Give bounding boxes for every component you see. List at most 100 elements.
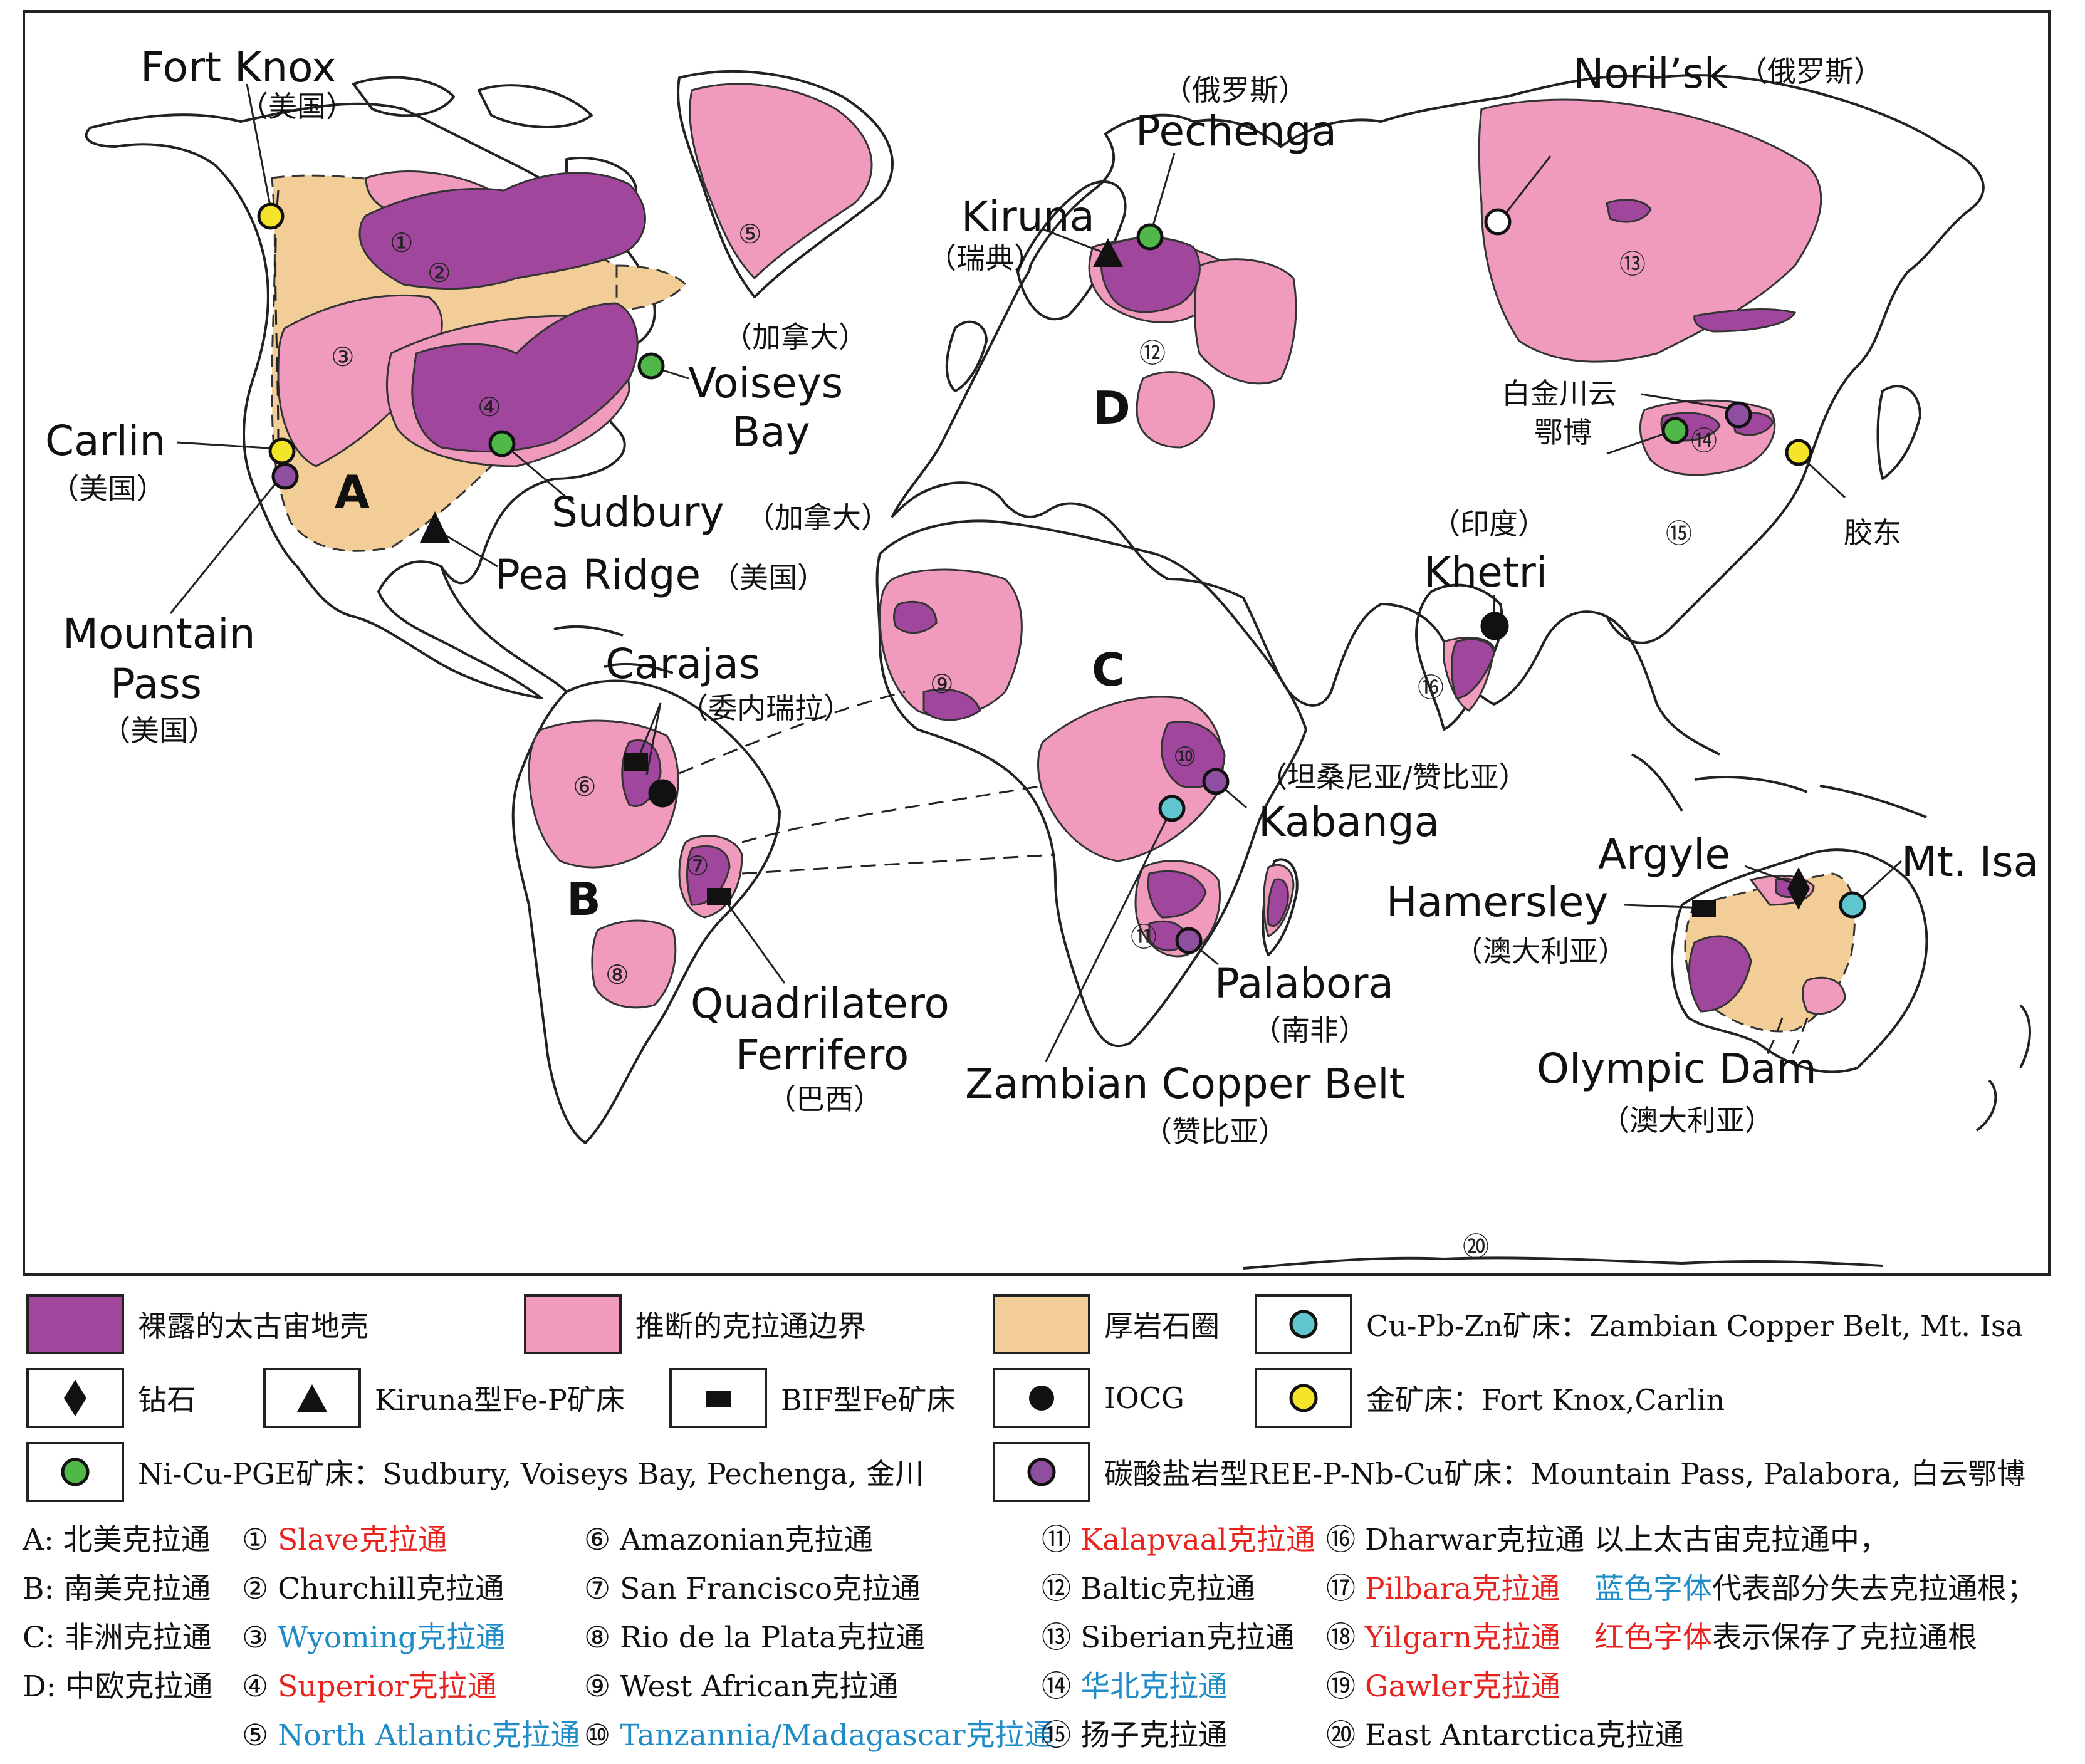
marker-voiseys-nicupge [637, 352, 665, 380]
archean-churchill [358, 172, 646, 290]
leader-hamersley [1624, 904, 1705, 909]
craton-group-d: D: 中欧克拉通 [23, 1669, 213, 1704]
label-khetri-country: （印度） [1431, 507, 1547, 541]
craton-num-7: ⑦ [686, 850, 709, 881]
note-line-3: 红色字体表示保存了克拉通根 [1594, 1620, 1977, 1655]
marker-argyle-diamond [1787, 867, 1810, 910]
legend-ni-cu-pge-label: Ni-Cu-PGE矿床：Sudbury, Voiseys Bay, Pechen… [138, 1457, 924, 1491]
legend-archean-swatch [26, 1294, 124, 1354]
label-pechenga: Pechenga [1136, 107, 1337, 155]
craton-13: ⑬ Siberian克拉通 [1042, 1620, 1295, 1655]
craton-15: ⑮ 扬子克拉通 [1042, 1718, 1228, 1753]
marker-carajas-bif [624, 753, 648, 771]
legend-bif-swatch [669, 1368, 767, 1428]
marker-carlin-gold [268, 437, 296, 465]
label-quadrilatero-country: （巴西） [767, 1082, 882, 1116]
legend-inferred-swatch [524, 1294, 622, 1354]
label-pea-ridge: Pea Ridge [495, 551, 701, 599]
legend-lithosphere-label: 厚岩石圈 [1104, 1309, 1220, 1343]
label-voiseys-country: （加拿大） [723, 320, 867, 354]
label-kabanga: Kabanga [1258, 798, 1440, 846]
legend: 裸露的太古宙地壳 推断的克拉通边界 厚岩石圈 Cu-Pb-Zn矿床：Zambia… [23, 1281, 2066, 1532]
craton-6: ⑥ Amazonian克拉通 [584, 1523, 874, 1557]
label-fort-knox-country: （美国） [239, 90, 355, 123]
legend-carbonatite-swatch [993, 1442, 1090, 1502]
label-pea-ridge-country: （美国） [711, 561, 826, 595]
marker-fort-knox-gold [257, 202, 285, 230]
label-voiseys-2: Bay [732, 408, 810, 456]
craton-num-12: ⑫ [1139, 338, 1166, 368]
craton-12: ⑫ Baltic克拉通 [1042, 1572, 1255, 1606]
legend-inferred-label: 推断的克拉通边界 [635, 1309, 866, 1343]
label-palabora-country: （南非） [1252, 1013, 1367, 1047]
legend-carbonatite: 碳酸盐岩型REE-P-Nb-Cu矿床：Mountain Pass, Palabo… [993, 1441, 2025, 1503]
label-hamersley: Hamersley [1386, 878, 1609, 926]
label-quadrilatero-1: Quadrilatero [691, 979, 949, 1028]
marker-jinchuan-nicupge [1661, 417, 1689, 444]
craton-inferred-siberia [1478, 98, 1822, 363]
craton-group-c: C: 非洲克拉通 [23, 1620, 212, 1655]
leader-carajas-sq [635, 702, 662, 763]
craton-20: ⑳ East Antarctica克拉通 [1326, 1718, 1685, 1753]
legend-bif-label: BIF型Fe矿床 [781, 1383, 956, 1417]
marker-pechenga-nicupge [1136, 223, 1164, 251]
label-sudbury: Sudbury [551, 488, 724, 536]
archean-siberia-2 [1693, 308, 1797, 333]
black-dot-icon [1029, 1386, 1054, 1411]
label-carlin: Carlin [45, 417, 165, 465]
legend-lithosphere-swatch [993, 1294, 1090, 1354]
lithosphere-north-america-east [615, 264, 687, 311]
triangle-icon [297, 1384, 327, 1412]
label-zambian-country: （赞比亚） [1143, 1115, 1287, 1149]
label-kiruna-country: （瑞典） [928, 241, 1043, 275]
legend-ni-cu-pge: Ni-Cu-PGE矿床：Sudbury, Voiseys Bay, Pechen… [26, 1441, 924, 1503]
craton-inferred-australia-s [1802, 976, 1846, 1015]
marker-zambian-cupbzn [1158, 795, 1186, 822]
craton-18: ⑱ Yilgarn克拉通 [1326, 1620, 1561, 1655]
coast-se-asia [1606, 615, 1927, 818]
archean-kalahari [1147, 870, 1207, 919]
craton-17: ⑰ Pilbara克拉通 [1326, 1572, 1560, 1606]
leader-fort-knox [246, 83, 273, 216]
coast-south-america [511, 679, 781, 1144]
marker-khetri-iocg [1480, 612, 1509, 640]
coast-antarctica [1243, 1256, 1883, 1270]
label-fort-knox: Fort Knox [140, 43, 337, 91]
archean-west-africa-s [922, 688, 981, 721]
note-line-1: 以上太古宙克拉通中， [1594, 1523, 1889, 1557]
legend-cu-pb-zn: Cu-Pb-Zn矿床：Zambian Copper Belt, Mt. Isa [1255, 1293, 2023, 1355]
archean-superior [411, 302, 639, 453]
note-line-2: 蓝色字体代表部分失去克拉通根； [1594, 1572, 2036, 1606]
label-carajas-country: （委内瑞拉） [679, 691, 852, 725]
link-amazonia-westafrica [679, 691, 906, 775]
leader-mountain-pass [169, 475, 283, 614]
craton-num-14: ⑭ [1691, 425, 1717, 456]
craton-inferred-europe [1194, 258, 1297, 385]
link-aus-2 [1787, 1017, 1809, 1062]
leader-zambian [1045, 808, 1173, 1062]
marker-pea-ridge-kiruna [420, 511, 450, 543]
craton-5: ⑤ North Atlantic克拉通 [242, 1718, 580, 1753]
marker-norilsk-open [1484, 208, 1512, 236]
label-argyle: Argyle [1598, 830, 1730, 879]
craton-num-5: ⑤ [738, 219, 762, 249]
leader-carlin [176, 441, 279, 450]
link-sf-africa [741, 853, 1056, 875]
label-sudbury-country: （加拿大） [746, 501, 890, 535]
craton-group-b: B: 南美克拉通 [23, 1572, 211, 1606]
craton-list: A: 北美克拉通 B: 南美克拉通 C: 非洲克拉通 D: 中欧克拉通 ① Sl… [23, 1521, 2072, 1760]
leader-baiyun [1641, 393, 1739, 411]
craton-16: ⑯ Dharwar克拉通 [1326, 1523, 1585, 1557]
archean-west-africa [893, 600, 938, 634]
craton-num-3: ③ [331, 342, 355, 372]
craton-group-a: A: 北美克拉通 [23, 1523, 211, 1557]
label-olympic-dam: Olympic Dam [1537, 1045, 1817, 1093]
craton-19: ⑲ Gawler克拉通 [1326, 1669, 1561, 1704]
label-mountain-pass-2: Pass [110, 660, 202, 708]
map-frame: A B C D ① ② ③ ④ ⑤ ⑥ ⑦ ⑧ ⑨ ⑩ ⑪ ⑫ ⑬ ⑭ ⑮ ⑯ … [23, 10, 2051, 1276]
marker-palabora-carbonatite [1175, 927, 1203, 954]
marker-sudbury-nicupge [488, 430, 516, 457]
legend-kiruna-swatch [263, 1368, 361, 1428]
craton-inferred-greenland [689, 83, 873, 280]
label-baiyun-1: 白金川云 [1502, 377, 1617, 410]
